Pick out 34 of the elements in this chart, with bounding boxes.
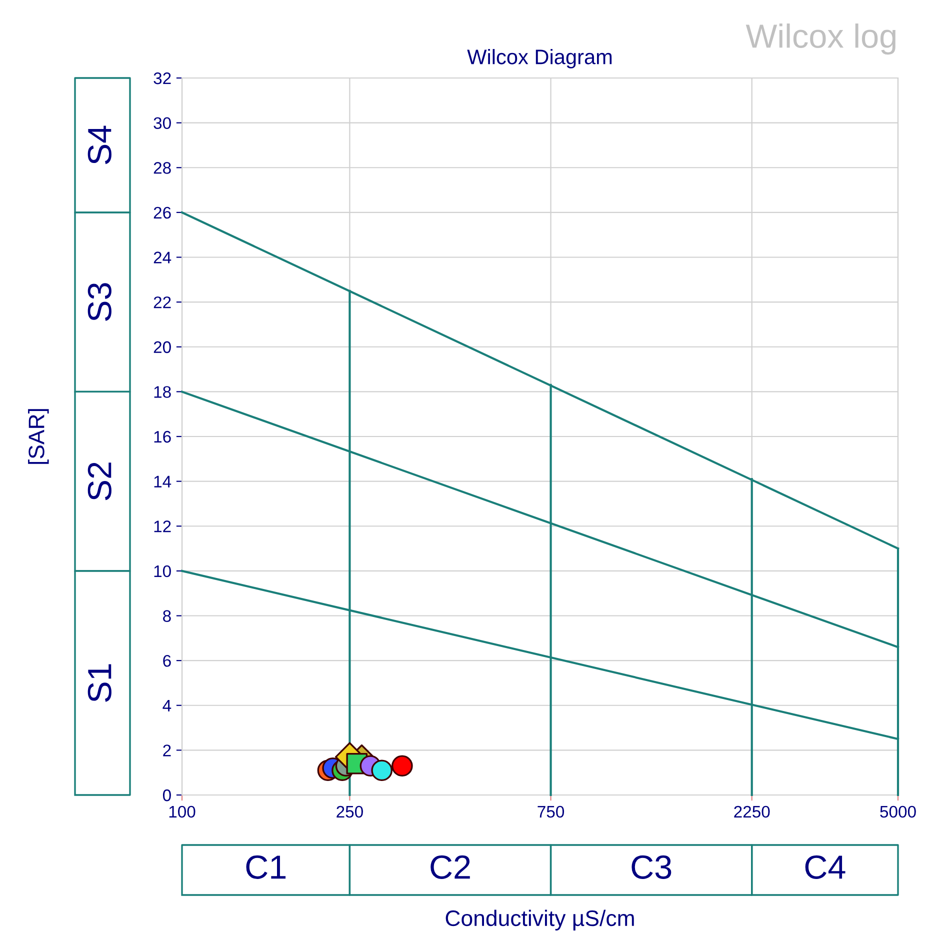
chart-title: Wilcox Diagram <box>467 49 612 68</box>
text: S3 <box>88 283 112 321</box>
text: S2 <box>88 462 112 500</box>
x-tick-label: 2250 <box>734 806 770 818</box>
x-tick-label: 100 <box>169 806 196 818</box>
x-tick-label: 5000 <box>880 806 916 818</box>
y-tick-label: 8 <box>163 610 171 622</box>
y-tick-label: 14 <box>154 476 172 488</box>
y-tick-label: 28 <box>154 162 171 174</box>
y-tick-label: 22 <box>154 296 171 308</box>
y-tick-label: 18 <box>154 386 171 398</box>
text: C2 <box>430 855 470 879</box>
y-tick-label: 24 <box>154 252 172 264</box>
y-tick-label: 12 <box>154 520 171 532</box>
text: S1 <box>88 664 112 702</box>
x-tick-label: 750 <box>538 806 564 818</box>
y-tick-label: 30 <box>154 117 171 130</box>
text: S4 <box>88 126 112 164</box>
y-tick-label: 32 <box>154 72 171 84</box>
y-tick-label: 2 <box>163 744 171 756</box>
text: C4 <box>805 855 846 879</box>
text: C3 <box>632 855 672 879</box>
x-tick-label: 250 <box>336 806 363 818</box>
text: C1 <box>246 855 286 879</box>
y-tick-label: 16 <box>154 430 171 443</box>
text: Wilcox log <box>746 24 896 55</box>
y-tick-label: 0 <box>162 789 171 802</box>
y-tick-label: 26 <box>154 206 171 219</box>
x-axis-title: Conductivity µS/cm <box>446 910 634 931</box>
y-tick-label: 10 <box>154 565 171 578</box>
y-tick-label: 6 <box>163 654 171 667</box>
y-axis-title: [SAR] <box>28 409 49 464</box>
y-tick-label: 4 <box>162 700 172 712</box>
y-tick-label: 20 <box>154 341 171 354</box>
